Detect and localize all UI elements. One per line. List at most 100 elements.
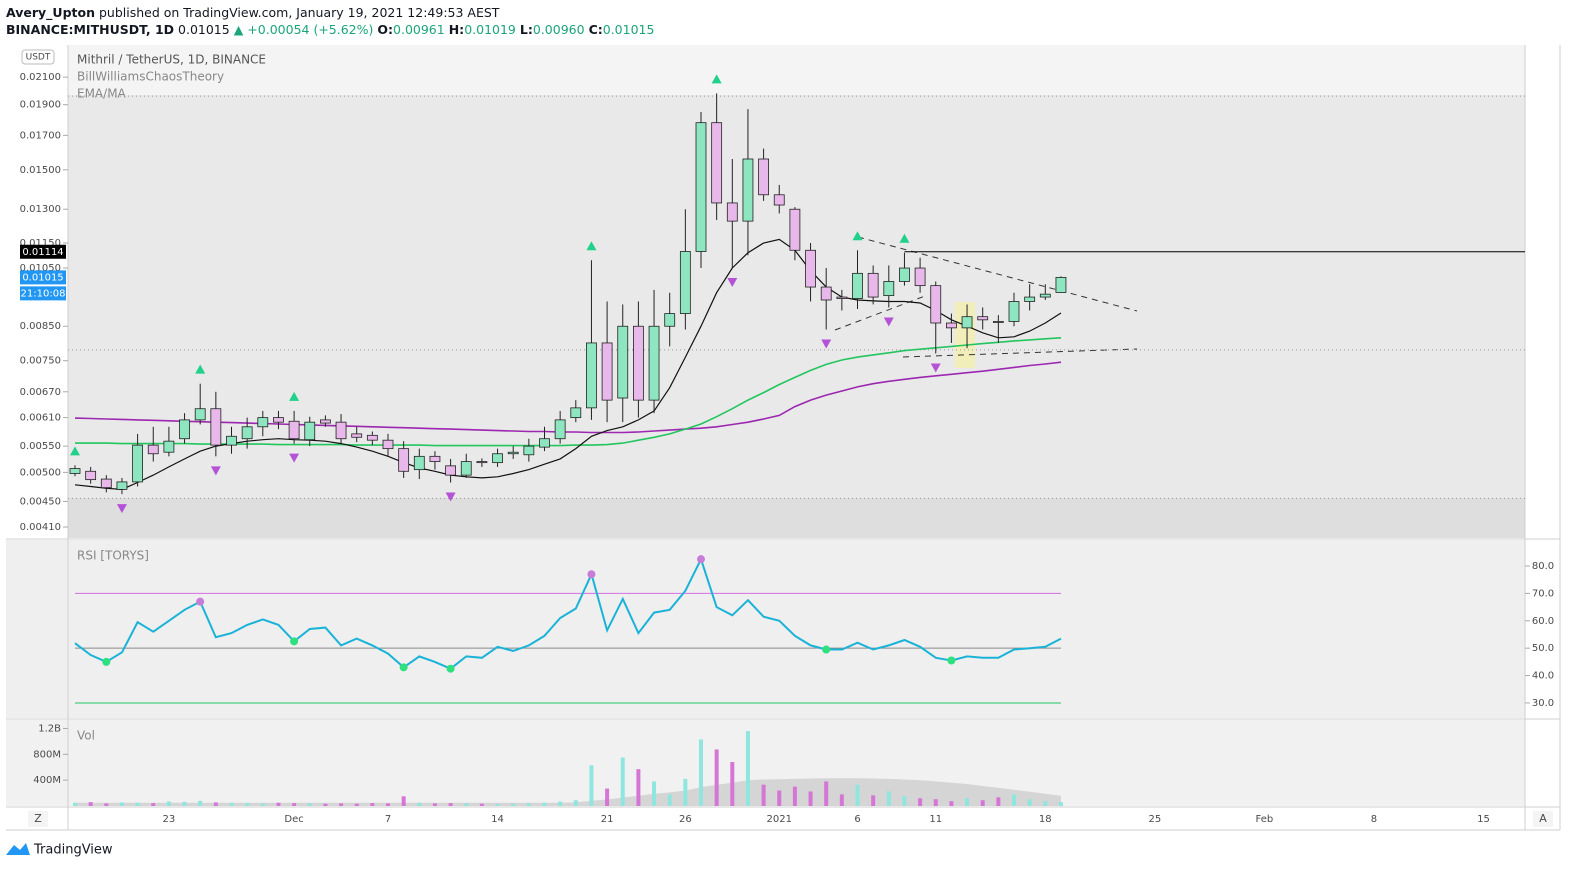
trend-line	[857, 236, 1138, 312]
volume-bar	[135, 802, 140, 806]
candle-body	[335, 421, 347, 440]
y-tick-label: 1.2B	[38, 723, 61, 734]
volume-bar	[1027, 799, 1032, 806]
candle-body	[883, 281, 895, 297]
fractal-down	[930, 363, 941, 373]
y-tick-label: 0.01150	[20, 238, 61, 249]
volume-bar	[933, 799, 938, 806]
x-tick-label: 11	[929, 814, 942, 825]
indicator-label: BillWilliamsChaosTheory	[77, 70, 224, 84]
fractal-down	[116, 504, 127, 514]
indicator-line	[74, 238, 1062, 491]
price-badge-label: 0.01114	[22, 247, 63, 258]
volume-bar	[1043, 801, 1048, 806]
rsi-pivot-high	[587, 570, 596, 579]
scale-button-label[interactable]: Z	[34, 812, 42, 825]
published: published on TradingView.com, January 19…	[98, 5, 500, 20]
auto-button[interactable]	[1533, 811, 1553, 827]
candle-body	[69, 468, 81, 474]
fractal-down	[445, 492, 456, 502]
candle-body	[570, 407, 582, 419]
volume-bar	[902, 796, 907, 806]
ohlc: O:0.00961 H:0.01019 L:0.00960 C:0.01015	[377, 22, 658, 37]
volume-bar	[292, 803, 297, 806]
volume-bar	[965, 798, 970, 806]
indicator-label: EMA/MA	[77, 87, 127, 101]
ohlc-label: H:	[448, 22, 465, 37]
volume-bar	[260, 803, 265, 806]
candle-body	[539, 438, 550, 448]
volume-bar	[323, 803, 328, 806]
y-tick-label: 50.0	[1532, 643, 1554, 654]
y-tick-label: 0.01500	[20, 165, 61, 176]
y-tick-label: 0.00850	[20, 321, 61, 332]
rsi-pivot-low	[290, 637, 299, 646]
candle-body	[648, 325, 660, 401]
candle-body	[382, 439, 394, 450]
highlight	[955, 302, 975, 368]
volume-bar	[980, 800, 985, 806]
volume-bar	[761, 784, 766, 806]
ohlc-value: 0.00961	[393, 22, 445, 37]
rsi-pivot-high	[697, 555, 705, 564]
x-tick-label: 15	[1477, 814, 1490, 825]
auto-button-label[interactable]: A	[1539, 812, 1547, 825]
price-pane-top	[68, 45, 1525, 95]
x-tick-label: 21	[601, 814, 614, 825]
fractal-up	[289, 391, 300, 401]
fractal-up	[852, 231, 863, 241]
fractal-up	[195, 364, 206, 374]
volume-bar	[229, 802, 234, 806]
candle-body	[836, 296, 848, 299]
volume-bar	[198, 800, 203, 806]
candle-body	[773, 194, 785, 206]
volume-bar	[526, 803, 531, 806]
candle-body	[273, 417, 284, 423]
volume-bar	[871, 795, 876, 806]
volume-bar	[401, 796, 406, 806]
y-tick-label: 0.01900	[20, 100, 61, 111]
candle-body	[946, 322, 957, 329]
volume-bar	[276, 802, 281, 806]
volume-bar	[339, 803, 344, 806]
volume-bar	[479, 803, 484, 806]
y-tick-label: 0.00750	[20, 356, 61, 367]
candle-body	[1008, 301, 1020, 322]
fractal-up	[899, 233, 910, 243]
volume-bar	[166, 801, 171, 806]
y-tick-label: 0.00670	[20, 387, 61, 398]
candle-body	[820, 286, 832, 301]
volume-bar	[886, 791, 891, 806]
y-tick-label: 80.0	[1532, 561, 1554, 572]
y-tick-label: 0.01700	[20, 130, 61, 141]
volume-bar	[354, 803, 359, 806]
candle-body	[726, 202, 738, 222]
scale-button[interactable]	[28, 811, 48, 827]
x-tick-label: Dec	[284, 814, 303, 825]
volume-bar	[511, 803, 516, 806]
ohlc-label: O:	[377, 22, 394, 37]
ohlc-label: C:	[588, 22, 603, 37]
ohlc-value: 0.01015	[602, 22, 655, 37]
x-tick-label: 6	[854, 814, 860, 825]
rsi-pivot-low	[399, 663, 408, 672]
candle-body	[867, 272, 879, 298]
candle-body	[711, 122, 723, 204]
y-tick-label: 60.0	[1532, 616, 1554, 627]
volume-bar	[245, 803, 250, 806]
price-pane	[68, 45, 1525, 538]
candle-body	[147, 444, 159, 455]
countdown: 21:10:08	[21, 288, 66, 299]
x-tick-label: 14	[491, 814, 504, 825]
volume-bar	[119, 802, 124, 806]
candle-body	[492, 453, 503, 464]
volume-bar	[573, 800, 578, 806]
indicator-line	[75, 337, 1062, 447]
volume-bar	[104, 803, 109, 806]
candle-body	[132, 444, 144, 483]
candle-body	[351, 433, 363, 438]
rsi-pivot-low	[446, 664, 455, 673]
candle-body	[210, 408, 222, 446]
